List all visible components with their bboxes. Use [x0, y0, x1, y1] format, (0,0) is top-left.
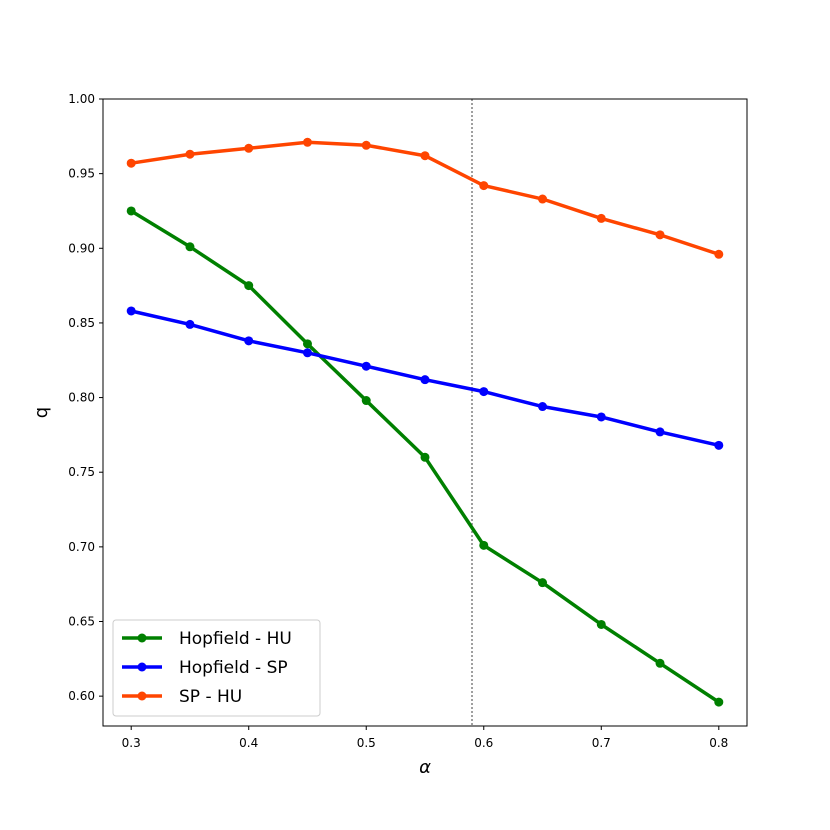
y-tick-label: 0.95	[68, 167, 95, 181]
data-point	[361, 361, 371, 371]
data-point	[185, 149, 195, 159]
legend-label: SP - HU	[179, 687, 242, 707]
series-layer	[126, 137, 724, 707]
x-tick-label: 0.8	[709, 736, 728, 750]
x-tick-label: 0.6	[474, 736, 493, 750]
legend-item: SP - HU	[122, 687, 242, 707]
data-point	[126, 158, 136, 168]
legend-item: Hopfield - SP	[122, 658, 288, 678]
data-point	[714, 440, 724, 450]
data-point	[596, 412, 606, 422]
y-tick-label: 0.80	[68, 391, 95, 405]
data-point	[185, 242, 195, 252]
data-point	[479, 181, 489, 191]
legend-label: Hopfield - SP	[179, 658, 288, 678]
data-point	[302, 137, 312, 147]
y-tick-label: 0.90	[68, 241, 95, 255]
data-point	[420, 375, 430, 385]
data-point	[655, 427, 665, 437]
data-point	[126, 306, 136, 316]
data-point	[538, 578, 548, 588]
data-point	[361, 140, 371, 150]
y-axis: 0.60 0.65 0.70 0.75 0.80 0.85 0.90 0.95 1.00	[68, 92, 103, 703]
data-point	[538, 402, 548, 412]
series-1	[126, 306, 724, 450]
data-point	[714, 697, 724, 707]
data-point	[479, 387, 489, 397]
x-tick-label: 0.4	[239, 736, 258, 750]
legend-label: Hopfield - HU	[179, 629, 292, 649]
legend-item: Hopfield - HU	[122, 629, 292, 649]
data-point	[596, 213, 606, 223]
data-point	[420, 452, 430, 462]
legend-box	[112, 619, 321, 717]
series-0	[126, 206, 724, 707]
data-point	[185, 319, 195, 329]
data-point	[479, 540, 489, 550]
legend-marker	[137, 662, 147, 672]
legend-marker	[137, 633, 147, 643]
y-tick-label: 0.75	[68, 465, 95, 479]
data-point	[596, 619, 606, 629]
series-2	[126, 137, 724, 259]
y-tick-label: 0.65	[68, 615, 95, 629]
data-point	[655, 230, 665, 240]
y-tick-label: 1.00	[68, 92, 95, 106]
y-tick-label: 0.60	[68, 689, 95, 703]
data-point	[420, 151, 430, 161]
plot-frame	[102, 98, 748, 727]
x-axis-label: α	[419, 757, 431, 778]
data-point	[302, 339, 312, 349]
data-point	[244, 336, 254, 346]
x-tick-label: 0.5	[357, 736, 376, 750]
data-point	[361, 396, 371, 406]
data-point	[655, 658, 665, 668]
data-point	[302, 348, 312, 358]
y-axis-label: q	[31, 407, 52, 418]
data-point	[244, 143, 254, 153]
x-tick-label: 0.3	[122, 736, 141, 750]
data-point	[714, 249, 724, 259]
y-tick-label: 0.85	[68, 316, 95, 330]
legend: Hopfield - HU Hopfield - SP SP - HU	[112, 619, 321, 717]
data-point	[538, 194, 548, 204]
data-point	[244, 281, 254, 291]
legend-marker	[137, 691, 147, 701]
x-axis: 0.3 0.4 0.5 0.6 0.7 0.8	[122, 726, 728, 750]
x-tick-label: 0.7	[592, 736, 611, 750]
y-tick-label: 0.70	[68, 540, 95, 554]
data-point	[126, 206, 136, 216]
